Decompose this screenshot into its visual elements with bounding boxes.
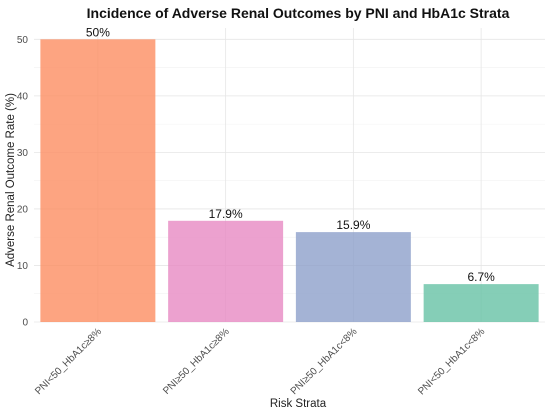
x-tick-label: PNI≥50_HbA1c≥8% [161, 326, 232, 397]
bar [423, 284, 539, 322]
bar [40, 39, 156, 323]
bar [168, 220, 284, 322]
y-axis-label: Adverse Renal Outcome Rate (%) [5, 93, 17, 267]
y-tick-label: 40 [17, 91, 29, 102]
y-tick-label: 50 [17, 35, 29, 46]
x-tick-label: PNI<50_HbA1c<8% [416, 326, 487, 397]
bars [40, 39, 539, 323]
x-axis-label: Risk Strata [270, 398, 327, 410]
bar [295, 232, 411, 322]
bar-value-label: 6.7% [467, 270, 495, 284]
x-tick-label: PNI≥50_HbA1c<8% [289, 326, 360, 397]
bar-value-label: 17.9% [209, 207, 243, 221]
x-tick-label: PNI<50_HbA1c≥8% [33, 326, 104, 397]
bar-value-label: 50% [86, 25, 110, 39]
y-axis-ticks: 0 10 20 30 40 50 [17, 35, 29, 329]
y-tick-label: 20 [17, 204, 29, 215]
x-axis-ticks: PNI<50_HbA1c≥8% PNI≥50_HbA1c≥8% PNI≥50_HbA… [33, 326, 487, 397]
bar-value-label: 15.9% [336, 218, 370, 232]
y-tick-label: 0 [22, 318, 28, 329]
y-tick-label: 30 [17, 148, 29, 159]
y-tick-label: 10 [17, 261, 29, 272]
chart-title: Incidence of Adverse Renal Outcomes by P… [87, 5, 510, 21]
data-labels: 50% 17.9% 15.9% 6.7% [86, 25, 495, 284]
